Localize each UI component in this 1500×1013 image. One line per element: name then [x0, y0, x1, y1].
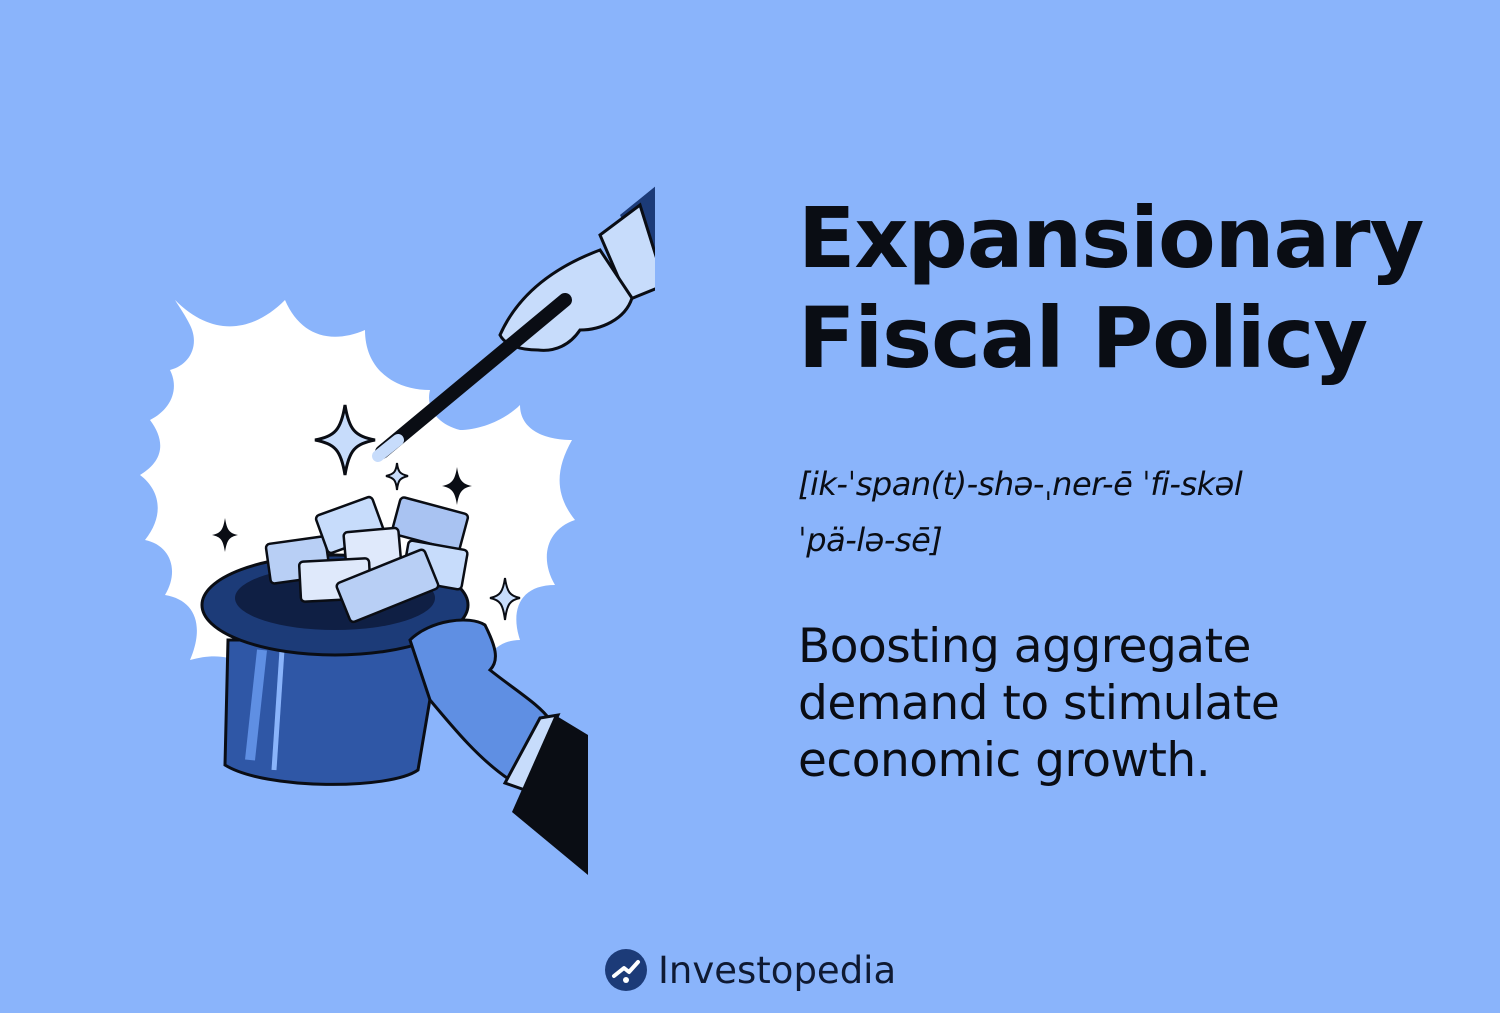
- definition-line: Boosting aggregate: [798, 619, 1251, 674]
- title-line: Fiscal Policy: [798, 289, 1368, 387]
- investopedia-logo-icon: [605, 949, 647, 991]
- hand-icon: [408, 618, 552, 783]
- page-title: Expansionary Fiscal Policy: [798, 188, 1458, 388]
- sparkle-icon: [442, 467, 472, 505]
- sparkle-icon: [489, 577, 521, 621]
- definition-line: economic growth.: [798, 733, 1211, 788]
- money-stack-icon: [264, 495, 470, 624]
- sparkle-icon: [385, 462, 409, 491]
- brand-logo[interactable]: Investopedia: [604, 944, 896, 996]
- sparkle-icon: [314, 404, 376, 476]
- definition-line: demand to stimulate: [798, 676, 1280, 731]
- magic-hat-illustration: [140, 186, 655, 875]
- sparkle-icon: [212, 518, 238, 552]
- magic-wand-icon: [375, 293, 572, 459]
- pronunciation-line: ˈpä-lə-sē]: [798, 521, 943, 559]
- title-line: Expansionary: [798, 189, 1424, 287]
- pronunciation-line: [ik-ˈspan(t)-shə-ˌner-ē ˈfi-skəl: [798, 465, 1243, 503]
- brand-name: Investopedia: [658, 948, 897, 992]
- pronunciation: [ik-ˈspan(t)-shə-ˌner-ē ˈfi-skəl ˈpä-lə-…: [798, 456, 1358, 568]
- definition-text: Boosting aggregate demand to stimulate e…: [798, 618, 1418, 789]
- sleeve-icon: [512, 715, 588, 875]
